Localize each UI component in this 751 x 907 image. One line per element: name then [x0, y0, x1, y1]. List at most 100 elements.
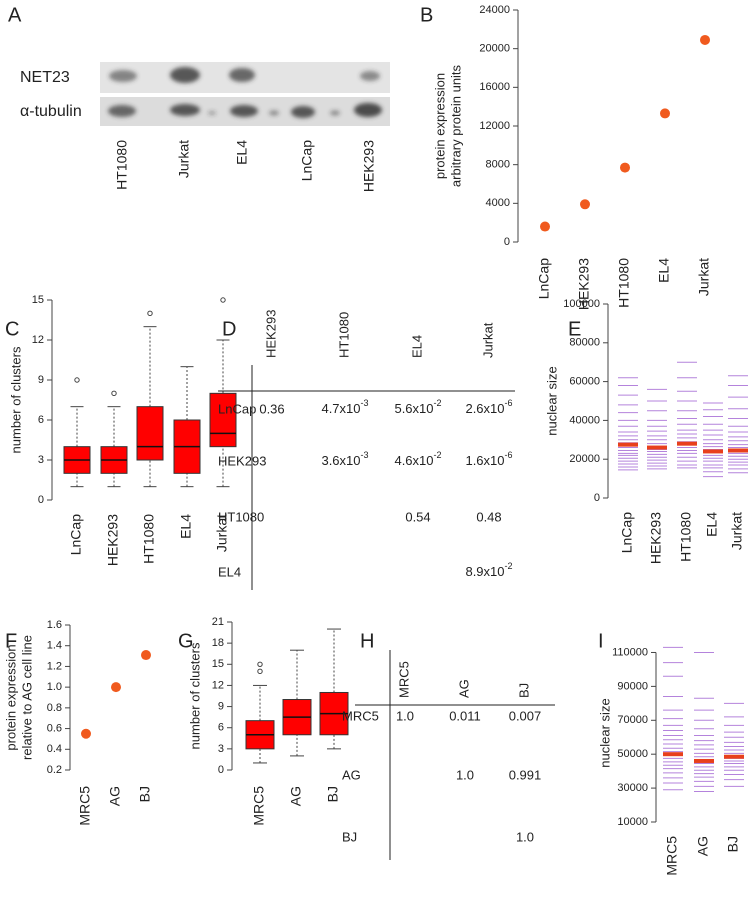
panel-letter: A: [8, 4, 22, 26]
point: [660, 108, 670, 119]
x-tick-label: HEK293: [105, 514, 121, 566]
y-axis-label: nuclear size: [544, 366, 559, 435]
x-tick-label: AG: [288, 786, 304, 806]
column-header: MRC5: [396, 661, 411, 698]
x-tick-label: Jurkat: [729, 512, 745, 550]
column-header: Jurkat: [480, 322, 495, 358]
lane-label: EL4: [234, 140, 250, 165]
lane-label: HT1080: [114, 140, 130, 190]
y-tick-label: 9: [38, 374, 44, 386]
cell-base: 1.6x10: [465, 453, 504, 468]
y-tick-label: 0: [38, 494, 44, 506]
row-header: EL4: [218, 564, 241, 579]
y-tick-label: 70000: [617, 714, 648, 726]
y-tick-label: 0.2: [47, 764, 62, 776]
row-header: MRC5: [342, 708, 379, 723]
x-tick-label: BJ: [325, 786, 341, 802]
x-tick-label: LnCap: [536, 258, 552, 299]
cell-base: 5.6x10: [394, 401, 433, 416]
cell-exponent: -3: [361, 450, 369, 460]
outlier: [74, 377, 80, 383]
x-tick-label: LnCap: [68, 514, 84, 555]
x-tick-label: EL4: [704, 512, 720, 537]
column-header: HT1080: [336, 312, 351, 358]
y-tick-label: 0.4: [47, 743, 62, 755]
table-cell: 3.6x10-3: [321, 450, 368, 468]
box: [136, 406, 164, 461]
cell-exponent: -2: [434, 450, 442, 460]
point: [620, 162, 630, 173]
y-tick-label: 9: [218, 700, 224, 712]
x-tick-label: HT1080: [141, 514, 157, 564]
x-tick-label: HT1080: [678, 512, 694, 562]
median-bar: [663, 752, 683, 757]
blot-row-label: α-tubulin: [20, 103, 82, 120]
table-cell: 0.011: [449, 708, 481, 723]
cell-exponent: -6: [505, 398, 513, 408]
y-tick-label: 0: [218, 764, 224, 776]
y-tick-label: 0.6: [47, 722, 62, 734]
median-bar: [647, 445, 667, 450]
cell-base: 4.7x10: [321, 401, 360, 416]
y-axis-label: protein expression: [432, 73, 447, 179]
blot-bands: [108, 67, 382, 118]
x-tick-label: MRC5: [77, 786, 93, 826]
y-tick-label: 110000: [612, 646, 648, 658]
table-cell: 5.6x10-2: [394, 398, 441, 416]
table-cell: 1.0: [396, 708, 414, 723]
median-bar: [728, 448, 748, 453]
outlier: [220, 297, 226, 303]
y-axis-label: protein expression: [3, 644, 18, 750]
table-cell: 0.007: [509, 708, 542, 723]
panel-letter: H: [360, 630, 374, 652]
cell-base: 3.6x10: [321, 453, 360, 468]
x-tick-label: EL4: [178, 514, 194, 539]
median-bar: [703, 449, 723, 454]
outlier: [147, 310, 153, 317]
outlier: [111, 390, 117, 397]
table-cell: 1.0: [516, 829, 534, 844]
cell-exponent: -2: [505, 561, 513, 571]
outlier: [257, 661, 263, 667]
median-bar: [724, 754, 744, 759]
x-tick-label: AG: [695, 836, 711, 856]
y-tick-label: 20000: [479, 43, 510, 55]
cell-base: 8.9x10: [465, 564, 504, 579]
table-cell: 0.48: [476, 509, 501, 524]
y-tick-label: 1.0: [47, 681, 62, 693]
median-bar: [618, 442, 638, 447]
column-header: HEK293: [263, 310, 278, 358]
row-header: LnCap: [218, 401, 256, 416]
y-tick-label: 21: [212, 616, 224, 628]
cell-exponent: -2: [434, 398, 442, 408]
blot-row-label: NET23: [20, 69, 70, 86]
column-header: EL4: [409, 335, 424, 358]
cell-exponent: -6: [505, 450, 513, 460]
table-cell: 1.6x10-6: [465, 450, 512, 468]
x-tick-label: BJ: [137, 786, 153, 802]
x-tick-label: MRC5: [251, 786, 267, 826]
y-tick-label: 20000: [569, 453, 600, 465]
y-tick-label: 24000: [479, 4, 510, 16]
row-header: AG: [342, 767, 361, 782]
lane-label: HEK293: [361, 140, 377, 192]
y-tick-label: 16000: [479, 81, 510, 93]
y-tick-label: 10000: [617, 816, 648, 828]
y-tick-label: 12000: [479, 120, 510, 132]
cell-base: 2.6x10: [465, 401, 504, 416]
lane-label: Jurkat: [176, 140, 192, 178]
median-bar: [677, 441, 697, 446]
y-tick-label: 0.8: [47, 702, 62, 714]
table-cell: 4.7x10-3: [321, 398, 368, 416]
panel-letter: F: [5, 630, 17, 652]
point: [700, 34, 710, 45]
row-header: HEK293: [218, 453, 266, 468]
x-tick-label: Jurkat: [696, 258, 712, 296]
table-cell: 0.991: [509, 767, 542, 782]
panel-letter: D: [222, 318, 236, 340]
point: [111, 682, 121, 693]
cell-base: 4.6x10: [394, 453, 433, 468]
y-tick-label: 18: [212, 637, 224, 649]
table-cell: 4.6x10-2: [394, 450, 441, 468]
